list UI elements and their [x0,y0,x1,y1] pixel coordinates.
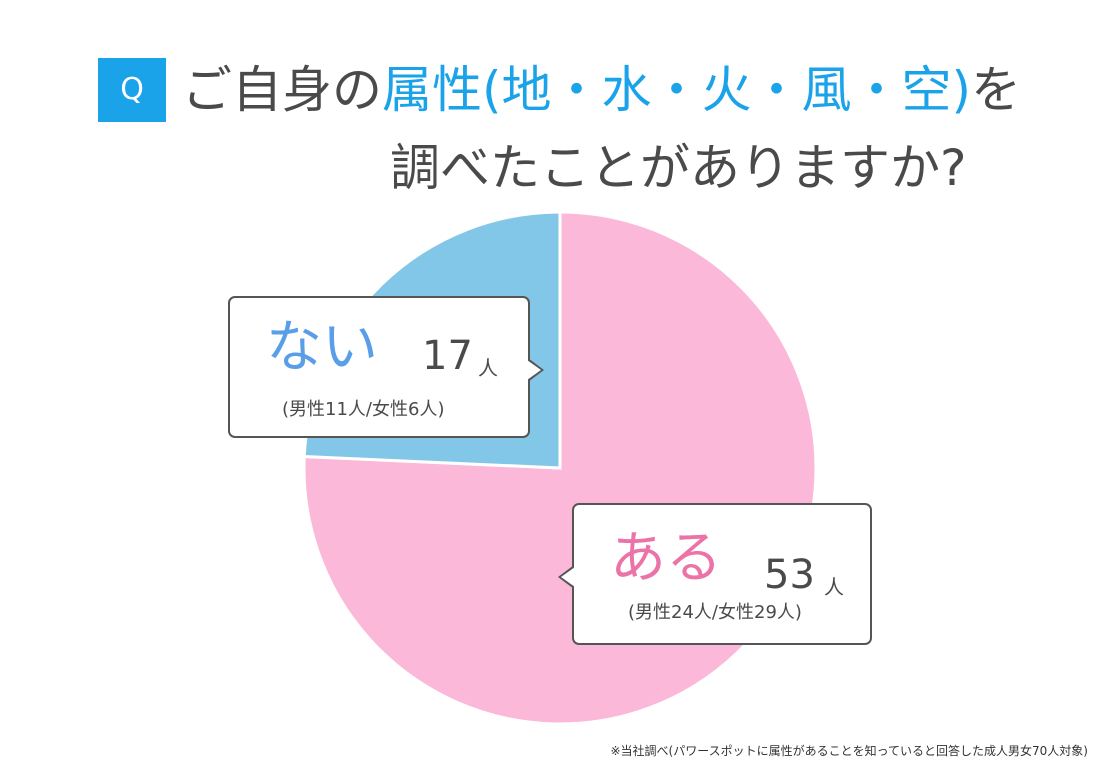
question-badge: Q [98,58,166,122]
callout-yes: ある 53 人 (男性24人/女性29人) [558,503,872,645]
slice-label-yes: ある [610,526,722,591]
footnote: ※当社調べ(パワースポットに属性があることを知っていると回答した成人男女70人対… [610,744,1089,758]
slice-count-yes: 53 [764,552,815,598]
callout-no: ない 17 人 (男性11人/女性6人) [228,296,544,438]
slice-breakdown-no: (男性11人/女性6人) [282,399,445,420]
question-title-line1: ご自身の属性(地・水・火・風・空)を [182,61,1022,119]
slice-unit-yes: 人 [824,575,844,599]
slice-unit-no: 人 [478,356,498,380]
question-title-line2: 調べたことがありますか? [390,139,967,197]
slice-count-no: 17 [422,333,473,379]
question-title-accent: 属性(地・水・火・風・空) [382,61,972,119]
slice-breakdown-yes: (男性24人/女性29人) [628,602,802,623]
slice-label-no: ない [266,315,378,380]
